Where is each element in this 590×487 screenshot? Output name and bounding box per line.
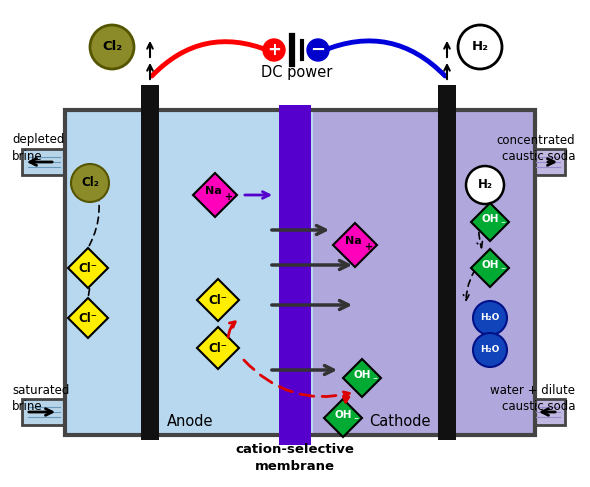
Circle shape [263, 39, 285, 61]
Text: OH: OH [481, 260, 499, 270]
Text: concentrated
caustic soda: concentrated caustic soda [496, 133, 575, 163]
Circle shape [473, 301, 507, 335]
Text: H₂: H₂ [471, 40, 489, 54]
Text: ⁻: ⁻ [372, 376, 378, 386]
Text: −: − [310, 41, 326, 59]
Circle shape [466, 166, 504, 204]
Text: H₂O: H₂O [480, 345, 500, 355]
Polygon shape [197, 327, 239, 369]
Polygon shape [65, 110, 313, 435]
Circle shape [473, 333, 507, 367]
Text: Cl⁻: Cl⁻ [78, 312, 97, 324]
Text: Cl₂: Cl₂ [102, 40, 122, 54]
Text: ⁻: ⁻ [500, 220, 506, 230]
Text: OH: OH [335, 410, 352, 420]
Text: Cl₂: Cl₂ [81, 176, 99, 189]
Polygon shape [193, 173, 237, 217]
Polygon shape [68, 298, 108, 338]
Polygon shape [279, 105, 311, 445]
Polygon shape [438, 85, 456, 440]
Text: ⁻: ⁻ [353, 416, 359, 426]
Text: saturated
brine: saturated brine [12, 383, 70, 412]
Text: Cl⁻: Cl⁻ [208, 341, 228, 355]
Text: Cl⁻: Cl⁻ [78, 262, 97, 275]
Polygon shape [343, 359, 381, 397]
Text: Cathode: Cathode [369, 414, 431, 430]
Polygon shape [22, 399, 65, 425]
Text: ⁻: ⁻ [500, 266, 506, 276]
Polygon shape [68, 248, 108, 288]
Polygon shape [197, 279, 239, 321]
Text: +: + [365, 242, 373, 252]
Text: depleted
brine: depleted brine [12, 133, 64, 163]
Text: cation-selective
membrane: cation-selective membrane [235, 443, 355, 473]
Polygon shape [22, 149, 65, 175]
Text: DC power: DC power [261, 64, 333, 79]
Polygon shape [141, 85, 159, 440]
Circle shape [90, 25, 134, 69]
Text: +: + [225, 192, 233, 202]
Text: H₂O: H₂O [480, 314, 500, 322]
Text: +: + [267, 41, 281, 59]
Text: Na: Na [205, 186, 221, 196]
Polygon shape [313, 110, 535, 435]
Text: OH: OH [481, 214, 499, 224]
Text: water + dilute
caustic soda: water + dilute caustic soda [490, 383, 575, 412]
Polygon shape [324, 399, 362, 437]
Text: Cl⁻: Cl⁻ [208, 294, 228, 306]
Text: OH: OH [353, 370, 371, 380]
Circle shape [307, 39, 329, 61]
Polygon shape [471, 249, 509, 287]
Polygon shape [535, 399, 565, 425]
Text: Na: Na [345, 236, 361, 246]
Polygon shape [471, 203, 509, 241]
Polygon shape [333, 223, 377, 267]
Text: Anode: Anode [167, 414, 213, 430]
Circle shape [458, 25, 502, 69]
Polygon shape [535, 149, 565, 175]
Text: H₂: H₂ [477, 179, 493, 191]
Circle shape [71, 164, 109, 202]
